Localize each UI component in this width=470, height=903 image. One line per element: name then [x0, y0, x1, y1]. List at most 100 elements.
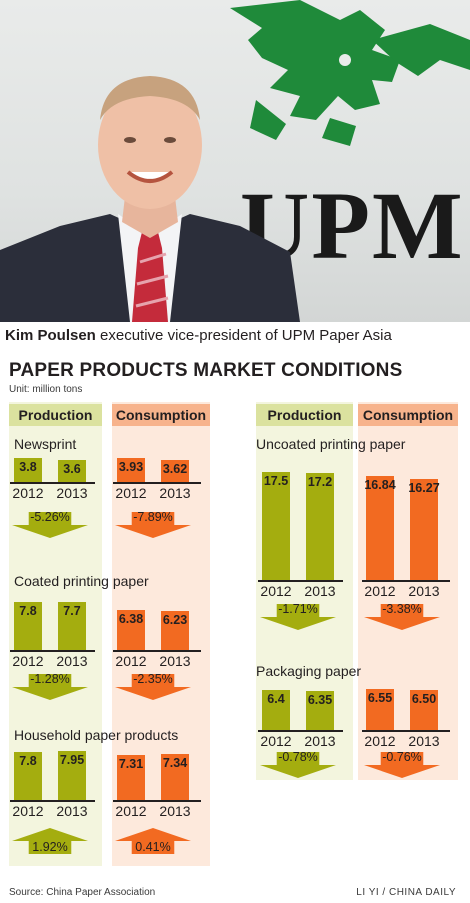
- change-label: 1.92%: [32, 840, 68, 854]
- production-header: Production: [9, 404, 102, 426]
- data-label: 6.35: [307, 692, 333, 707]
- consumption-bar: [117, 754, 145, 800]
- credit: LI YI / CHINA DAILY: [356, 887, 456, 898]
- data-label: 7.8: [19, 753, 37, 768]
- production-bar: [14, 458, 42, 482]
- change-label: -0.76%: [382, 750, 422, 764]
- year-label: 2012: [364, 733, 396, 749]
- production-bar: [306, 473, 334, 580]
- data-label: 3.62: [162, 461, 188, 476]
- consumption-bar: [117, 610, 145, 650]
- data-label: 6.4: [267, 692, 285, 707]
- year-label: 2012: [12, 803, 44, 819]
- down-arrow-icon: [12, 512, 88, 538]
- year-label: 2012: [12, 653, 44, 669]
- year-label: 2013: [56, 485, 88, 501]
- data-label: 16.27: [408, 481, 440, 496]
- up-arrow-icon: [115, 828, 191, 854]
- year-label: 2012: [364, 583, 396, 599]
- consumption-bar: [161, 459, 189, 482]
- consumption-header: Consumption: [358, 404, 458, 426]
- baseline: [362, 580, 450, 582]
- source-note: Source: China Paper Association: [9, 887, 156, 898]
- category-label: Packaging paper: [256, 663, 362, 679]
- down-arrow-icon: [364, 604, 440, 630]
- year-label: 2013: [304, 583, 336, 599]
- change-label: -3.38%: [382, 602, 422, 616]
- change-label: -1.28%: [30, 672, 70, 686]
- upm-griffin-logo: [230, 0, 470, 146]
- category-label: Uncoated printing paper: [256, 436, 406, 452]
- production-bar: [58, 750, 86, 800]
- data-label: 6.55: [367, 691, 393, 706]
- down-arrow-icon: [260, 752, 336, 778]
- consumption-header: Consumption: [112, 404, 210, 426]
- data-label: 7.31: [118, 756, 144, 771]
- data-label: 6.23: [162, 613, 188, 628]
- change-label: -2.35%: [133, 672, 173, 686]
- down-arrow-icon: [115, 674, 191, 700]
- consumption-bar: [366, 475, 394, 580]
- baseline: [362, 730, 450, 732]
- production-bar: [58, 602, 86, 650]
- production-bar: [262, 690, 290, 730]
- year-label: 2012: [260, 583, 292, 599]
- production-bar: [306, 690, 334, 730]
- consumption-bar: [161, 611, 189, 650]
- data-label: 6.50: [411, 691, 437, 706]
- change-label: 0.41%: [135, 840, 171, 854]
- year-label: 2012: [260, 733, 292, 749]
- data-label: 7.8: [19, 603, 37, 618]
- data-label: 3.6: [63, 461, 81, 476]
- baseline: [113, 800, 201, 802]
- production-bar: [14, 601, 42, 650]
- executive-photo: UPM: [0, 0, 470, 322]
- production-bar: [262, 471, 290, 580]
- production-header: Production: [256, 404, 353, 426]
- data-label: 6.38: [118, 612, 144, 627]
- year-label: 2012: [115, 485, 147, 501]
- year-label: 2012: [115, 803, 147, 819]
- unit-note: Unit: million tons: [9, 384, 83, 395]
- change-label: -7.89%: [133, 510, 173, 524]
- baseline: [258, 580, 343, 582]
- production-bar: [58, 459, 86, 482]
- year-label: 2013: [56, 803, 88, 819]
- down-arrow-icon: [12, 674, 88, 700]
- down-arrow-icon: [115, 512, 191, 538]
- up-arrow-icon: [12, 828, 88, 854]
- consumption-bar: [410, 689, 438, 730]
- caption-role: executive vice-president of UPM Paper As…: [95, 327, 392, 344]
- data-label: 17.2: [307, 475, 333, 490]
- baseline: [258, 730, 343, 732]
- caption-name: Kim Poulsen: [5, 327, 96, 344]
- category-label: Household paper products: [14, 727, 179, 743]
- year-label: 2013: [408, 733, 440, 749]
- production-bar: [14, 751, 42, 800]
- baseline: [10, 482, 95, 484]
- data-label: 7.34: [162, 756, 188, 771]
- data-label: 7.7: [63, 604, 81, 619]
- baseline: [10, 800, 95, 802]
- chart-title: PAPER PRODUCTS MARKET CONDITIONS: [9, 360, 403, 381]
- down-arrow-icon: [364, 752, 440, 778]
- change-label: -1.71%: [278, 602, 318, 616]
- data-label: 3.93: [118, 459, 144, 474]
- year-label: 2013: [159, 803, 191, 819]
- data-label: 17.5: [263, 473, 289, 488]
- change-label: -5.26%: [30, 510, 70, 524]
- consumption-bar: [366, 689, 394, 730]
- face: [98, 81, 202, 209]
- consumption-bar: [161, 754, 189, 800]
- down-arrow-icon: [260, 604, 336, 630]
- year-label: 2013: [408, 583, 440, 599]
- year-label: 2013: [304, 733, 336, 749]
- category-label: Coated printing paper: [14, 573, 149, 589]
- data-label: 7.95: [59, 752, 85, 767]
- year-label: 2013: [56, 653, 88, 669]
- data-label: 16.84: [364, 477, 396, 492]
- year-label: 2013: [159, 485, 191, 501]
- year-label: 2013: [159, 653, 191, 669]
- year-label: 2012: [115, 653, 147, 669]
- consumption-bar: [410, 479, 438, 580]
